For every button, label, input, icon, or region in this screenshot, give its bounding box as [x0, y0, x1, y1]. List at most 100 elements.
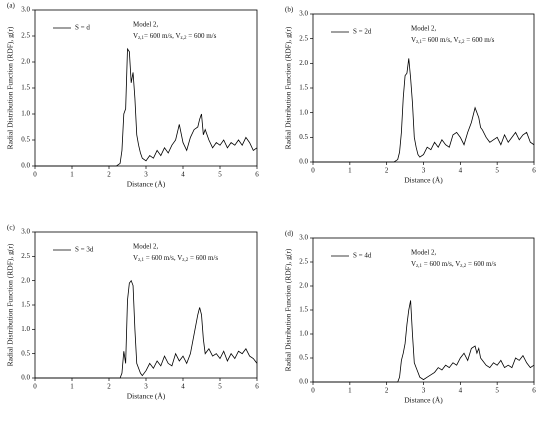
x-tick-label: 3 — [422, 387, 426, 395]
x-tick-label: 5 — [495, 387, 499, 395]
y-tick-label: 2.0 — [299, 282, 308, 290]
y-tick-label: 1.5 — [299, 84, 308, 92]
y-tick-label: 2.0 — [21, 58, 30, 66]
annotation-velocity: Vz,1 = 600 m/s, Vz,2 = 600 m/s — [411, 260, 496, 270]
x-tick-label: 4 — [181, 171, 185, 179]
legend-label: S = d — [75, 24, 90, 32]
x-tick-label: 6 — [255, 171, 259, 179]
data-line — [313, 300, 535, 383]
y-tick-label: 2.0 — [21, 276, 30, 284]
y-tick-label: 3.0 — [21, 6, 30, 14]
y-tick-label: 3.0 — [299, 234, 308, 242]
x-tick-label: 2 — [385, 387, 389, 395]
velocity-text: = 600 m/s, V — [144, 254, 182, 262]
y-tick-label: 0.5 — [21, 136, 30, 144]
velocity-subscript: z,2 — [182, 258, 188, 263]
y-tick-label: 1.0 — [21, 110, 30, 118]
x-tick-label: 3 — [144, 383, 148, 391]
legend-label: S = 3d — [75, 246, 94, 254]
x-tick-label: 4 — [459, 167, 463, 175]
x-tick-label: 3 — [422, 167, 426, 175]
x-tick-label: 4 — [459, 387, 463, 395]
velocity-subscript: z,2 — [460, 264, 466, 269]
panel-label: (d) — [285, 230, 294, 238]
x-tick-label: 5 — [218, 383, 222, 391]
y-tick-label: 0.5 — [299, 354, 308, 362]
y-tick-label: 0.0 — [21, 374, 30, 382]
x-tick-label: 1 — [348, 167, 352, 175]
x-tick-label: 1 — [70, 383, 74, 391]
x-tick-label: 5 — [495, 167, 499, 175]
velocity-text: V — [411, 36, 416, 44]
velocity-subscript: z,2 — [181, 36, 187, 41]
velocity-text: = 600 m/s — [465, 36, 495, 44]
x-tick-label: 0 — [33, 171, 37, 179]
y-tick-label: 2.5 — [21, 32, 30, 40]
x-tick-label: 6 — [532, 387, 536, 395]
x-tick-label: 2 — [107, 383, 111, 391]
velocity-text: = 600 m/s, V — [422, 260, 460, 268]
velocity-text: = 600 m/s — [188, 254, 218, 262]
y-tick-label: 1.5 — [21, 84, 30, 92]
x-tick-label: 0 — [33, 383, 37, 391]
y-tick-label: 1.5 — [21, 301, 30, 309]
panel-label: (c) — [7, 224, 15, 232]
annotation-model: Model 2, — [133, 21, 159, 29]
y-axis-label: Radial Distribution Function (RDF), g(r) — [284, 248, 293, 371]
x-tick-label: 1 — [348, 387, 352, 395]
velocity-subscript: z,1 — [416, 40, 422, 45]
annotation-velocity: Vz,1 = 600 m/s, Vz,2 = 600 m/s — [133, 254, 218, 264]
data-line — [313, 58, 535, 163]
velocity-text: V — [133, 32, 138, 40]
x-axis-label: Distance (Å) — [127, 392, 166, 401]
y-tick-label: 2.5 — [21, 252, 30, 260]
x-tick-label: 0 — [311, 167, 315, 175]
annotation-model: Model 2, — [133, 243, 159, 251]
x-tick-label: 3 — [144, 171, 148, 179]
legend-label: S = 2d — [353, 28, 372, 36]
y-tick-label: 3.0 — [299, 10, 308, 18]
x-axis-label: Distance (Å) — [404, 176, 443, 185]
velocity-text: = 600 m/s — [466, 260, 496, 268]
legend-label: S = 4d — [353, 252, 372, 260]
y-tick-label: 1.5 — [299, 306, 308, 314]
velocity-text: V — [133, 254, 138, 262]
y-tick-label: 0.5 — [299, 133, 308, 141]
x-tick-label: 0 — [311, 387, 315, 395]
y-tick-label: 2.0 — [299, 59, 308, 67]
y-tick-label: 1.0 — [299, 330, 308, 338]
y-tick-label: 0.0 — [299, 158, 308, 166]
y-axis-label: Radial Distribution Function (RDF), g(r) — [6, 26, 15, 149]
y-tick-label: 2.5 — [299, 258, 308, 266]
annotation-model: Model 2, — [411, 249, 437, 257]
x-axis-label: Distance (Å) — [127, 180, 166, 189]
y-tick-label: 3.0 — [21, 228, 30, 236]
velocity-subscript: z,1 — [416, 264, 422, 269]
y-tick-label: 0.0 — [21, 162, 30, 170]
x-axis-label: Distance (Å) — [404, 396, 443, 405]
x-tick-label: 5 — [218, 171, 222, 179]
y-tick-label: 0.5 — [21, 349, 30, 357]
velocity-subscript: z,1 — [138, 258, 144, 263]
annotation-velocity: Vz,1= 600 m/s, Vz,2 = 600 m/s — [411, 36, 495, 46]
panel-label: (b) — [285, 6, 294, 14]
x-tick-label: 1 — [70, 171, 74, 179]
y-axis-label: Radial Distribution Function (RDF), g(r) — [6, 243, 15, 366]
velocity-subscript: z,1 — [138, 36, 144, 41]
x-tick-label: 6 — [255, 383, 259, 391]
annotation-model: Model 2, — [411, 25, 437, 33]
y-tick-label: 1.0 — [21, 325, 30, 333]
velocity-text: V — [411, 260, 416, 268]
annotation-velocity: Vz,1= 600 m/s, Vz,2 = 600 m/s — [133, 32, 217, 42]
x-tick-label: 2 — [385, 167, 389, 175]
y-tick-label: 2.5 — [299, 34, 308, 42]
velocity-text: = 600 m/s, V — [422, 36, 459, 44]
panel-label: (a) — [7, 2, 15, 10]
velocity-text: = 600 m/s, V — [144, 32, 181, 40]
x-tick-label: 4 — [181, 383, 185, 391]
velocity-subscript: z,2 — [459, 40, 465, 45]
x-tick-label: 6 — [532, 167, 536, 175]
velocity-text: = 600 m/s — [187, 32, 217, 40]
data-line — [35, 279, 258, 379]
